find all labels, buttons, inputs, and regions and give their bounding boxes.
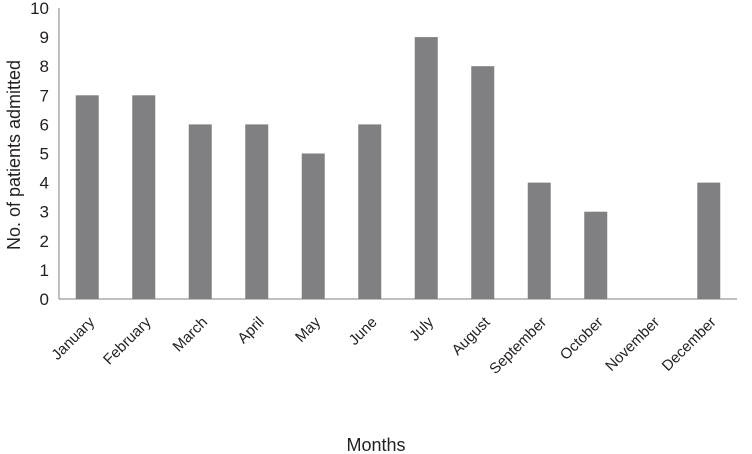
bar-august <box>471 66 495 299</box>
y-tick-label: 4 <box>40 174 49 193</box>
y-tick-label: 5 <box>40 145 49 164</box>
x-tick-label: January <box>48 313 98 363</box>
bar-april <box>245 124 269 300</box>
y-axis: 0 1 2 3 4 5 6 7 8 9 10 <box>30 0 60 309</box>
x-tick-label: February <box>100 313 155 368</box>
x-tick-label: March <box>170 314 211 355</box>
bar-may <box>301 153 325 299</box>
x-tick-label: April <box>234 314 267 347</box>
x-tick-label: May <box>292 313 324 345</box>
x-tick-label: June <box>346 314 381 349</box>
bar-october <box>584 211 608 299</box>
y-tick-label: 8 <box>40 57 49 76</box>
y-tick-label: 1 <box>40 261 49 280</box>
x-tick-label: October <box>557 314 607 364</box>
y-tick-label: 6 <box>40 115 49 134</box>
bar-june <box>358 124 382 300</box>
x-tick-label: July <box>406 313 437 344</box>
bars-group <box>75 37 721 300</box>
bar-july <box>414 37 438 299</box>
x-axis-title: Months <box>346 435 405 454</box>
y-tick-label: 9 <box>40 28 49 47</box>
y-axis-title: No. of patients admitted <box>4 60 24 250</box>
x-tick-label: November <box>602 314 663 375</box>
bar-february <box>132 95 156 299</box>
y-tick-label: 3 <box>40 203 49 222</box>
x-tick-label: September <box>486 314 550 378</box>
bar-december <box>697 182 721 299</box>
x-tick-label: December <box>659 314 720 375</box>
x-tick-label: August <box>449 313 495 359</box>
bar-september <box>527 182 551 299</box>
y-tick-label: 0 <box>40 290 49 309</box>
bar-march <box>188 124 212 300</box>
y-tick-label: 2 <box>40 232 49 251</box>
x-axis: January February March April May June July Augu… <box>48 298 737 378</box>
bar-january <box>75 95 99 299</box>
y-tick-label: 10 <box>30 0 49 18</box>
y-tick-label: 7 <box>40 86 49 105</box>
